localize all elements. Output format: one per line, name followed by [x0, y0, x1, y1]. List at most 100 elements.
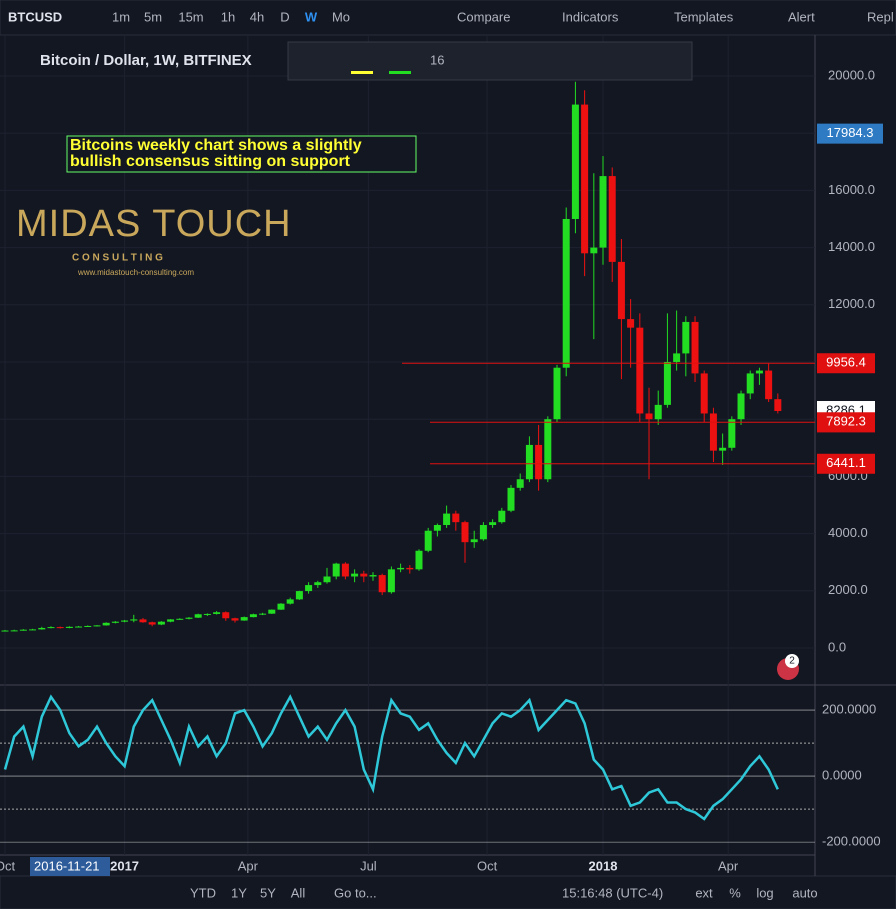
interval-button[interactable]: 5m: [144, 9, 162, 24]
candle-body: [654, 404, 662, 420]
price-pane: [0, 35, 815, 855]
candle-body: [268, 609, 276, 614]
replay-button[interactable]: Repl: [867, 9, 894, 24]
compare-button[interactable]: Compare: [457, 9, 510, 24]
bottom-toolbar: [0, 875, 896, 909]
clock: 15:16:48 (UTC-4): [562, 885, 663, 900]
goto-button[interactable]: Go to...: [334, 885, 377, 900]
scale-option[interactable]: ext: [695, 885, 713, 900]
candle-body: [525, 444, 533, 480]
candle-body: [194, 614, 202, 618]
candle-body: [673, 353, 681, 362]
range-button[interactable]: 5Y: [260, 885, 276, 900]
scale-option[interactable]: auto: [792, 885, 817, 900]
candle-body: [535, 444, 543, 480]
candle-body: [185, 617, 193, 619]
price-level-tag: [817, 453, 875, 474]
candle-body: [93, 625, 101, 627]
candle-body: [213, 612, 221, 614]
range-button[interactable]: 1Y: [231, 885, 247, 900]
candle-body: [746, 373, 754, 394]
candle-body: [387, 569, 395, 593]
candle-body: [562, 218, 570, 368]
candle-body: [691, 321, 699, 374]
y-tick-label: 2000.0: [828, 582, 868, 597]
y-tick-label: 14000.0: [828, 239, 875, 254]
candle-body: [29, 629, 37, 631]
candle-body: [599, 176, 607, 248]
candle-body: [351, 573, 359, 577]
interval-button[interactable]: Mo: [332, 9, 350, 24]
interval-button[interactable]: 1m: [112, 9, 130, 24]
price-level-tag: [817, 353, 875, 374]
candle-body: [682, 321, 690, 354]
price-level-label: 7892.3: [826, 414, 866, 429]
range-button[interactable]: All: [291, 885, 306, 900]
candle-body: [84, 625, 92, 627]
x-tick-label: Apr: [718, 858, 739, 873]
oscillator-pane: [0, 694, 815, 843]
templates-button[interactable]: Templates: [674, 9, 734, 24]
candle-body: [323, 576, 331, 583]
candle-body: [111, 621, 119, 623]
symbol[interactable]: BTCUSD: [8, 9, 62, 24]
candle-body: [433, 525, 441, 531]
x-tick-label: Jul: [360, 858, 377, 873]
candle-body: [608, 176, 616, 262]
indicators-button[interactable]: Indicators: [562, 9, 619, 24]
range-button[interactable]: YTD: [190, 885, 216, 900]
marker-tag: [817, 123, 883, 144]
candle-body: [516, 479, 524, 488]
candle-body: [65, 626, 73, 628]
candle-body: [19, 629, 27, 631]
candle-body: [645, 413, 653, 420]
candle-body: [314, 582, 322, 586]
price-level-label: 6441.1: [826, 455, 866, 470]
candle-body: [544, 419, 552, 480]
interval-button[interactable]: W: [305, 9, 318, 24]
candle-body: [470, 539, 478, 543]
y-tick-label: 4000.0: [828, 525, 868, 540]
candle-body: [452, 513, 460, 523]
interval-button[interactable]: D: [280, 9, 289, 24]
candle-body: [553, 367, 561, 420]
drawing-toolbar: [287, 41, 693, 81]
candle-body: [406, 567, 414, 570]
candle-body: [498, 510, 506, 523]
scale-option[interactable]: %: [729, 885, 741, 900]
scale-option[interactable]: log: [756, 885, 773, 900]
text-color-swatch: [351, 71, 373, 74]
candle-body: [737, 393, 745, 420]
candle-body: [774, 399, 782, 412]
candle-body: [222, 612, 230, 619]
candle-body: [507, 487, 515, 511]
candle-body: [1, 630, 9, 632]
candle-body: [167, 619, 175, 622]
candle-body: [240, 617, 248, 621]
y-tick-label: 0.0: [828, 639, 846, 654]
candle-body: [259, 613, 267, 615]
interval-button[interactable]: 15m: [178, 9, 203, 24]
candle-body: [139, 619, 147, 623]
interval-button[interactable]: 4h: [250, 9, 264, 24]
crosshair-date-box: [30, 857, 110, 876]
x-tick-label: Oct: [0, 858, 15, 873]
interval-button[interactable]: 1h: [221, 9, 235, 24]
candle-body: [121, 620, 129, 622]
candle-body: [332, 563, 340, 577]
legend: Bitcoin / Dollar, 1W, BITFINEX: [40, 52, 252, 69]
candle-body: [10, 630, 18, 632]
candle-body: [47, 627, 55, 629]
y-tick-label: 12000.0: [828, 296, 875, 311]
font-size-button[interactable]: 16: [430, 52, 444, 67]
alert-button[interactable]: Alert: [788, 9, 815, 24]
candle-body: [415, 550, 423, 570]
osc-tick-label: 0.0000: [822, 768, 862, 783]
annotation-box: [66, 135, 417, 173]
x-tick-label: 2018: [589, 858, 618, 873]
candle-body: [305, 585, 313, 592]
candle-body: [397, 567, 405, 570]
candle-body: [479, 525, 487, 540]
candle-body: [581, 104, 589, 254]
